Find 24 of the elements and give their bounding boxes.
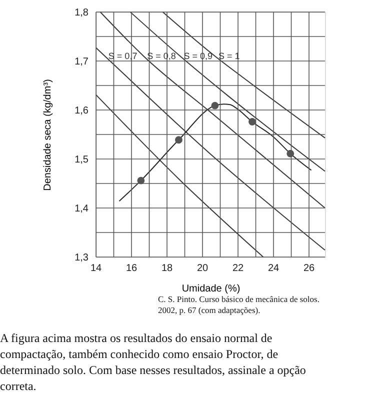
- x-tick-label: 20: [196, 263, 209, 274]
- point: [211, 102, 219, 110]
- text: A figura acima mostra os resultados do ensaio normal de compactação, também conhecido como ensaio Proctor, de determinado solo. Com base nesses resultados, assinale a opção correta.: [0, 331, 306, 393]
- point: [286, 150, 294, 158]
- x-tick-label: 16: [126, 263, 138, 274]
- x-tick-label: 24: [268, 263, 280, 274]
- point: [175, 136, 182, 144]
- x-tick-label: 14: [90, 263, 102, 274]
- line-series: [162, 12, 326, 138]
- y-tick-label: 1,4: [74, 204, 89, 214]
- line-series: [96, 47, 326, 251]
- y-tick-label: 1,8: [74, 8, 89, 18]
- text: C. S. Pinto. Curso básico de mecânica de solos. 2002, p. 67 (com adaptações).: [158, 294, 320, 315]
- y-axis-title: Densidade seca (kg/dm³): [42, 79, 54, 191]
- x-axis-title: Umidade (%): [182, 284, 240, 294]
- x-tick-label: 26: [303, 263, 316, 274]
- line-series: [100, 12, 326, 208]
- x-tick-label: 18: [161, 263, 174, 274]
- point: [248, 118, 256, 126]
- y-tick-label: 1,6: [74, 106, 89, 116]
- y-tick-label: 1,5: [74, 154, 89, 166]
- x-tick-label: 22: [232, 263, 244, 274]
- y-tick-label: 1,7: [74, 56, 89, 68]
- y-tick-label: 1,3: [74, 252, 89, 264]
